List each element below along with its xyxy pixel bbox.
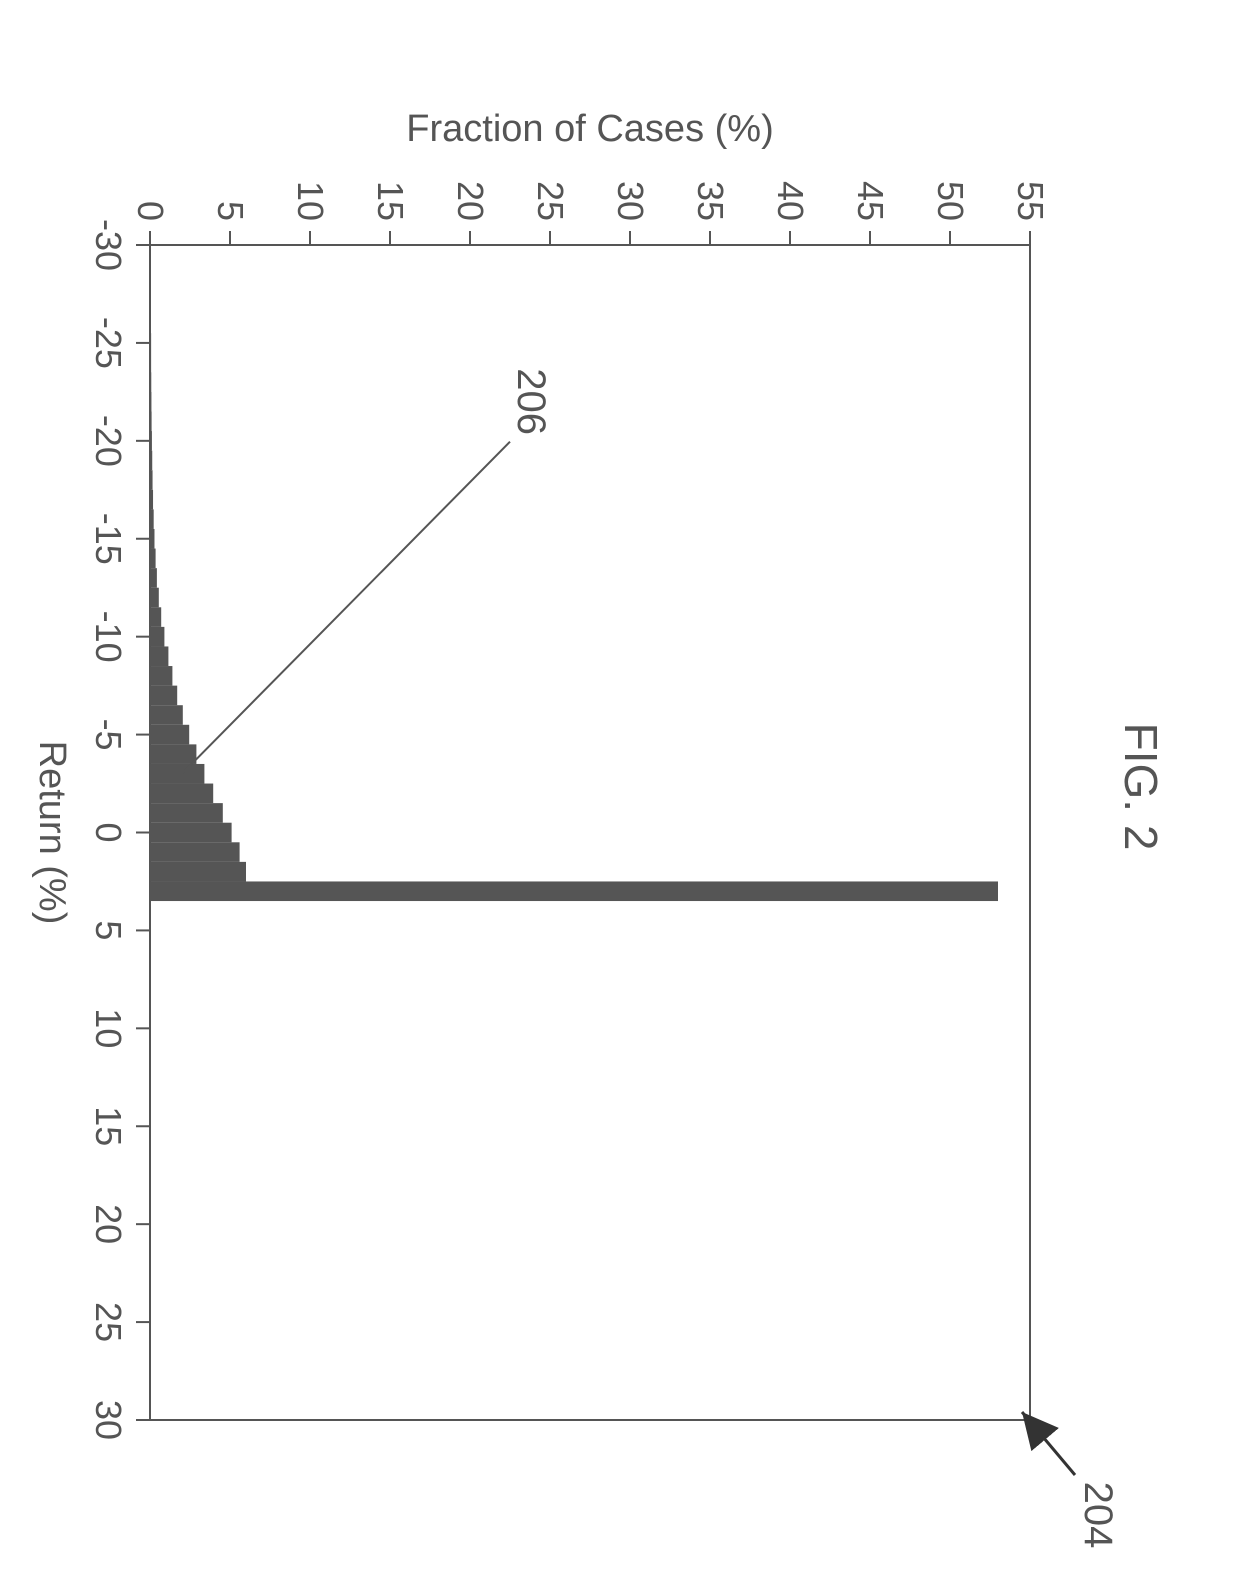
x-tick-label: 25 bbox=[88, 1302, 129, 1342]
y-tick-label: 55 bbox=[1010, 181, 1051, 221]
histogram-bar bbox=[150, 803, 223, 823]
histogram-bar bbox=[150, 451, 152, 471]
histogram-bar bbox=[150, 627, 164, 647]
histogram-bar bbox=[150, 353, 151, 373]
y-tick-label: 50 bbox=[930, 181, 971, 221]
y-tick-label: 10 bbox=[290, 181, 331, 221]
histogram-bar bbox=[150, 392, 151, 412]
y-tick-label: 0 bbox=[130, 201, 171, 221]
x-axis-label: Return (%) bbox=[31, 741, 73, 925]
y-tick-label: 40 bbox=[770, 181, 811, 221]
histogram-bar bbox=[150, 372, 151, 392]
histogram-bar bbox=[150, 549, 156, 569]
histogram-bar bbox=[150, 255, 151, 275]
histogram-bar bbox=[150, 705, 183, 725]
x-tick-label: 15 bbox=[88, 1106, 129, 1146]
histogram-bar bbox=[150, 274, 151, 294]
histogram-bar bbox=[150, 490, 153, 510]
figure-title: FIG. 2 bbox=[1115, 723, 1167, 851]
histogram-bar bbox=[150, 744, 196, 764]
histogram-bar bbox=[150, 607, 161, 627]
histogram-bar bbox=[150, 823, 232, 843]
y-axis-label: Fraction of Cases (%) bbox=[406, 108, 773, 150]
y-tick-label: 5 bbox=[210, 201, 251, 221]
histogram-bar bbox=[150, 509, 154, 529]
x-tick-label: -30 bbox=[88, 219, 129, 271]
x-tick-label: 0 bbox=[88, 822, 129, 842]
histogram-bar bbox=[150, 470, 153, 490]
x-tick-label: 5 bbox=[88, 920, 129, 940]
y-tick-label: 35 bbox=[690, 181, 731, 221]
y-tick-label: 30 bbox=[610, 181, 651, 221]
x-tick-label: -20 bbox=[88, 415, 129, 467]
histogram-bar bbox=[150, 881, 998, 901]
x-tick-label: 30 bbox=[88, 1400, 129, 1440]
callout-206-label: 206 bbox=[509, 368, 553, 435]
y-tick-label: 15 bbox=[370, 181, 411, 221]
histogram-bar bbox=[150, 333, 151, 353]
x-tick-label: -25 bbox=[88, 317, 129, 369]
histogram-bar bbox=[150, 235, 151, 255]
x-tick-label: -5 bbox=[88, 719, 129, 751]
x-tick-label: 20 bbox=[88, 1204, 129, 1244]
histogram-bar bbox=[150, 764, 204, 784]
histogram-bar bbox=[150, 314, 151, 334]
histogram-bar bbox=[150, 666, 172, 686]
histogram-bar bbox=[150, 568, 157, 588]
callout-204-label: 204 bbox=[1076, 1482, 1120, 1549]
x-tick-label: -15 bbox=[88, 513, 129, 565]
histogram-bar bbox=[150, 686, 177, 706]
histogram-bar bbox=[150, 529, 154, 549]
x-tick-label: -10 bbox=[88, 611, 129, 663]
x-tick-label: 10 bbox=[88, 1008, 129, 1048]
y-tick-label: 25 bbox=[530, 181, 571, 221]
y-tick-label: 20 bbox=[450, 181, 491, 221]
histogram-bar bbox=[150, 431, 152, 451]
histogram-bar bbox=[150, 646, 168, 666]
histogram-bar bbox=[150, 842, 240, 862]
y-tick-label: 45 bbox=[850, 181, 891, 221]
histogram-bar bbox=[150, 411, 152, 431]
histogram-bar bbox=[150, 588, 159, 608]
histogram-bar bbox=[150, 294, 151, 314]
histogram-bar bbox=[150, 784, 213, 804]
figure-svg: FIG. 2 -30 -25 -20 -15 -10 -5 0 5 10 15 20 25 30 Retur… bbox=[0, 0, 1240, 1573]
histogram-bar bbox=[150, 725, 189, 745]
histogram-bar bbox=[150, 862, 246, 882]
